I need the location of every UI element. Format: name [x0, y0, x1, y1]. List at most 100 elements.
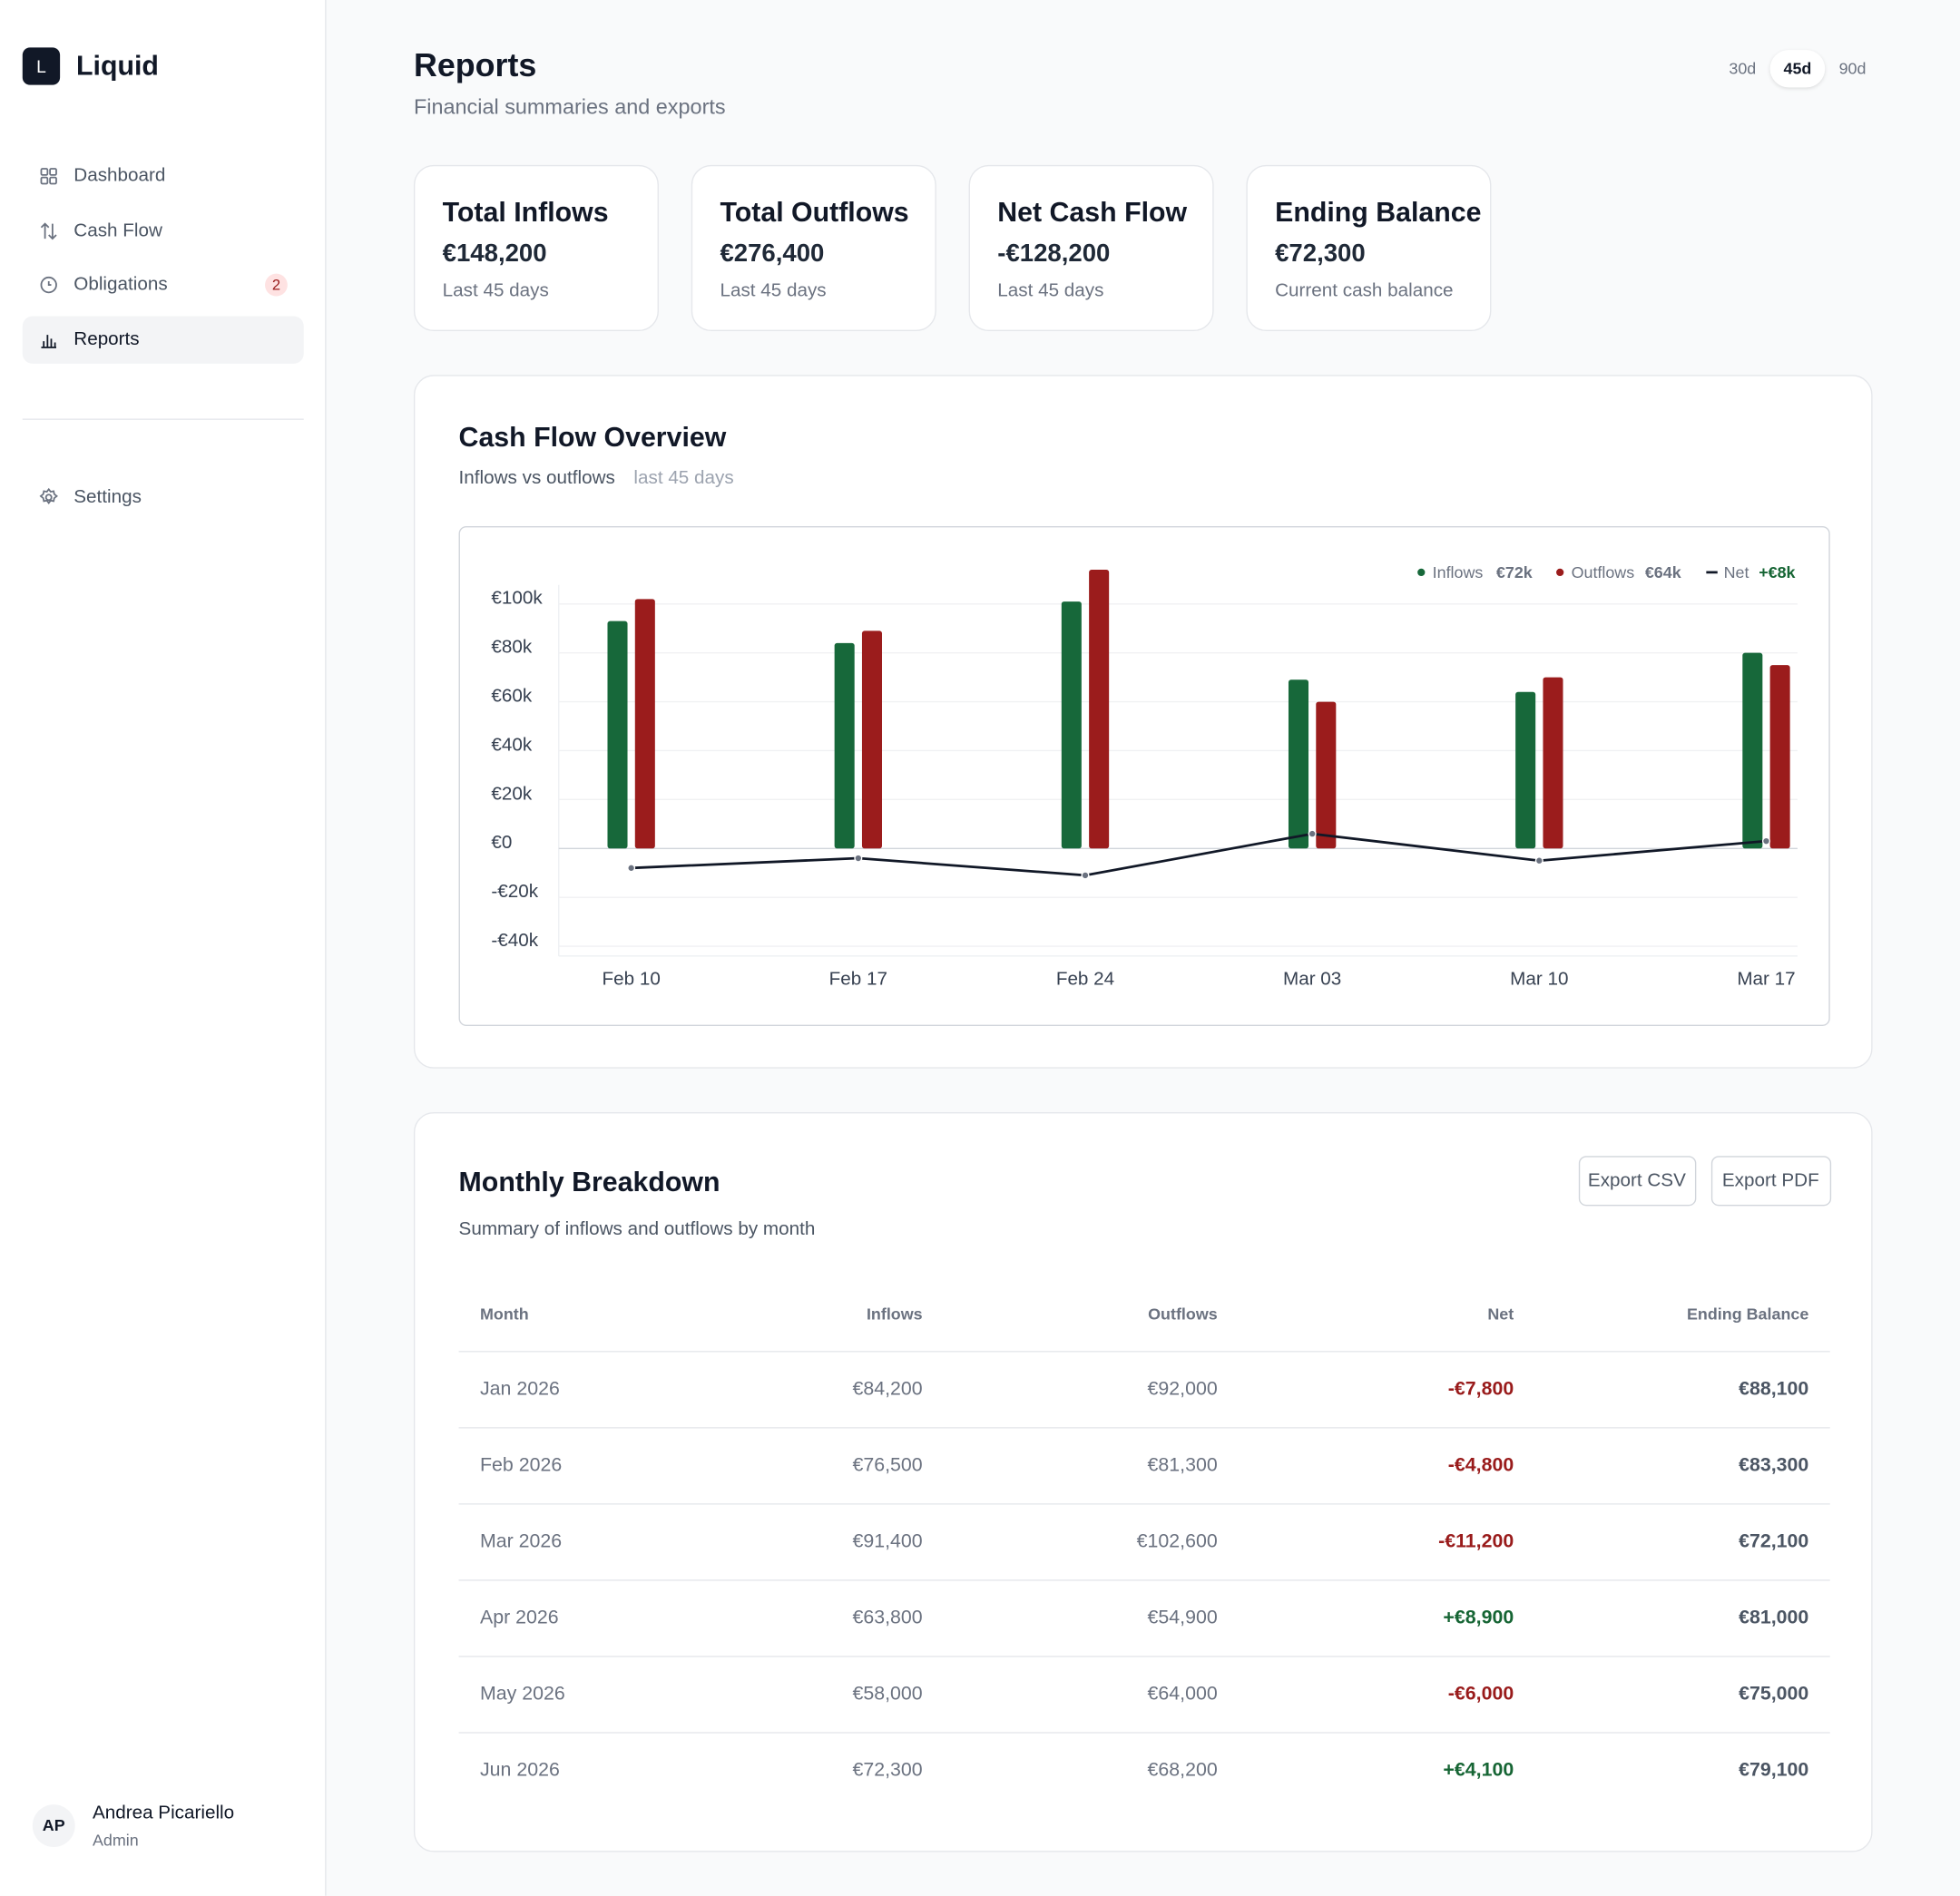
y-tick-label: €60k: [491, 685, 532, 706]
legend-swatch: [1416, 568, 1425, 576]
chart-subtitle-note: last 45 days: [633, 467, 734, 489]
net-line: [630, 832, 1766, 876]
table-cell: €81,300: [1147, 1454, 1218, 1476]
card-value: €72,300: [1275, 239, 1366, 268]
y-tick-label: €0: [491, 832, 512, 853]
legend-value: €64k: [1644, 562, 1681, 581]
export-button-label[interactable]: Export CSV: [1587, 1168, 1686, 1191]
brand: Liquid: [76, 49, 159, 82]
y-tick-label: €40k: [491, 734, 532, 755]
export-button[interactable]: Export CSV: [1578, 1156, 1697, 1207]
net-point: [1080, 870, 1089, 879]
table-title: Monthly Breakdown: [458, 1165, 720, 1197]
chart-title: Cash Flow Overview: [458, 420, 727, 453]
net-point: [1534, 855, 1544, 865]
column-header: Ending Balance: [1686, 1305, 1809, 1324]
nav-icon: [41, 335, 56, 348]
nav-active-bg: [22, 316, 304, 364]
row-border: [458, 1579, 1830, 1581]
x-tick-label: Mar 17: [1737, 968, 1795, 989]
table-cell: -€7,800: [1447, 1378, 1514, 1400]
avatar: AP: [32, 1804, 75, 1848]
table-cell: Jun 2026: [479, 1759, 560, 1781]
nav-item[interactable]: [23, 317, 304, 364]
column-header: Inflows: [866, 1305, 923, 1324]
table-card: Monthly Breakdown Summary of inflows and …: [413, 1112, 1873, 1852]
table-cell: €72,100: [1739, 1530, 1809, 1552]
x-tick-label: Feb 10: [602, 968, 660, 989]
card-title: Total Outflows: [720, 195, 909, 228]
legend-label: Outflows: [1571, 562, 1634, 581]
range-option[interactable]: 90d: [1838, 59, 1867, 78]
table-cell: €75,000: [1739, 1683, 1809, 1705]
user-role: Admin: [92, 1831, 139, 1851]
table-cell: -€6,000: [1447, 1683, 1514, 1705]
table-cell: €83,300: [1739, 1454, 1809, 1476]
bar: [1288, 679, 1308, 848]
bar: [634, 598, 655, 848]
export-button-label[interactable]: Export PDF: [1721, 1168, 1819, 1191]
export-button[interactable]: Export PDF: [1710, 1156, 1832, 1207]
legend-label: Inflows: [1432, 562, 1483, 581]
net-point: [853, 853, 862, 862]
nav-icon: [40, 276, 57, 294]
table-cell: €72,300: [852, 1759, 923, 1781]
table-cell: €92,000: [1147, 1378, 1218, 1400]
table-cell: €88,100: [1739, 1378, 1809, 1400]
column-header: Month: [479, 1305, 529, 1324]
legend-value: €72k: [1495, 562, 1532, 581]
y-tick-label: -€20k: [491, 880, 538, 901]
nav-label[interactable]: Dashboard: [74, 164, 166, 187]
legend-value: +€8k: [1759, 562, 1795, 581]
card-title: Net Cash Flow: [997, 195, 1188, 228]
nav-label[interactable]: Obligations: [74, 273, 168, 296]
table-subtitle: Summary of inflows and outflows by month: [458, 1218, 816, 1240]
stat-card: Net Cash Flow -€128,200 Last 45 days: [968, 164, 1214, 332]
bar: [1769, 664, 1789, 848]
nav-label[interactable]: Settings: [74, 485, 142, 508]
chart-subtitle: Inflows vs outflows: [458, 467, 615, 489]
table-cell: -€11,200: [1438, 1530, 1514, 1552]
nav-label[interactable]: Reports: [74, 328, 140, 350]
table-cell: €54,900: [1147, 1607, 1218, 1628]
header-border: [458, 1351, 1830, 1353]
nav-label[interactable]: Cash Flow: [74, 220, 162, 241]
table-cell: Jan 2026: [479, 1378, 560, 1400]
table-cell: €91,400: [852, 1530, 923, 1552]
column-header: Outflows: [1148, 1305, 1218, 1324]
range-option[interactable]: 30d: [1729, 59, 1757, 78]
table-cell: May 2026: [479, 1683, 565, 1705]
avatar-initials: AP: [42, 1815, 65, 1835]
bar: [1088, 569, 1109, 848]
x-tick-label: Mar 03: [1282, 968, 1340, 989]
row-border: [458, 1656, 1830, 1657]
bar: [1061, 601, 1082, 848]
nav-item[interactable]: [23, 208, 304, 255]
card-title: Total Inflows: [442, 195, 609, 228]
table-cell: €84,200: [852, 1378, 923, 1400]
y-tick-label: €80k: [491, 636, 532, 657]
table-cell: €58,000: [852, 1683, 923, 1705]
table-cell: +€4,100: [1443, 1759, 1514, 1781]
table-cell: €79,100: [1739, 1759, 1809, 1781]
bar: [1315, 700, 1336, 848]
page-subtitle: Financial summaries and exports: [413, 94, 726, 119]
user-name: Andrea Picariello: [92, 1802, 235, 1823]
legend-label: Net: [1723, 562, 1749, 581]
range-option[interactable]: 45d: [1783, 59, 1812, 78]
table-cell: €64,000: [1147, 1683, 1218, 1705]
badge-count: 2: [271, 276, 281, 294]
nav-icon: [39, 487, 58, 504]
page-title: Reports: [413, 46, 537, 84]
y-tick-label: -€40k: [491, 929, 538, 950]
card-caption: Current cash balance: [1275, 279, 1454, 301]
table-cell: -€4,800: [1447, 1454, 1514, 1476]
nav-badge: 2: [265, 273, 288, 297]
bar: [606, 620, 627, 848]
table-cell: €68,200: [1147, 1759, 1218, 1781]
net-point: [1307, 828, 1317, 837]
row-border: [458, 1427, 1830, 1429]
logo: L: [22, 47, 61, 85]
